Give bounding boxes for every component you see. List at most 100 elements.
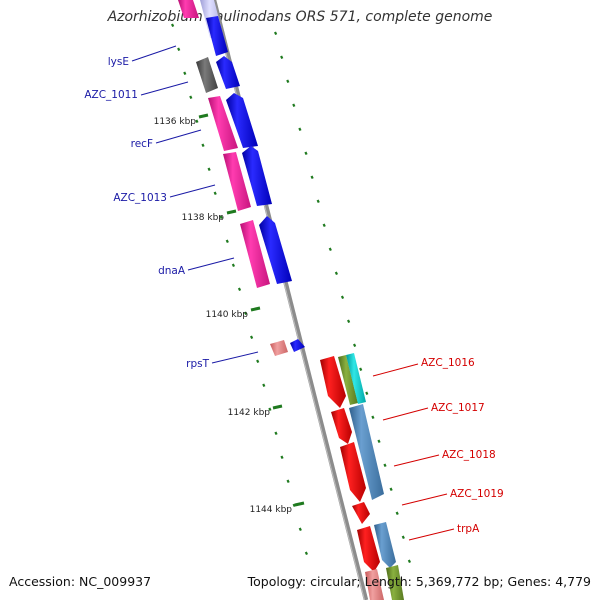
leader-trpA [408, 528, 455, 541]
guide-dot [347, 319, 351, 324]
gene-lysE-feature[interactable] [216, 56, 240, 89]
guide-dot [219, 215, 223, 220]
gene-label-recF[interactable]: recF [131, 138, 153, 150]
leader-lysE [131, 45, 177, 62]
leader-rpsT [211, 351, 259, 364]
guide-dot [286, 479, 290, 484]
guide-dot [250, 335, 254, 340]
leader-azc-1016 [372, 363, 419, 377]
guide-dot [237, 287, 242, 292]
gene-label-dnaA[interactable]: dnaA [158, 265, 186, 277]
guide-dot [280, 455, 284, 460]
leader-azc-1018 [393, 454, 440, 467]
guide-dot [189, 95, 193, 100]
guide-dot [340, 295, 345, 300]
tick-1136-mark [198, 113, 209, 119]
tick-1140-label: 1140 kbp [206, 310, 249, 320]
guide-dot [225, 239, 229, 244]
gene-label-azc-1016[interactable]: AZC_1016 [421, 357, 475, 369]
guide-dot [201, 143, 205, 148]
gene-bottom-partial-olive[interactable] [386, 565, 404, 600]
guide-dot [207, 167, 211, 172]
guide-dot [365, 391, 369, 396]
gene-top-partial-blue[interactable] [206, 16, 228, 56]
guide-dot [244, 311, 248, 316]
guide-dot [407, 559, 411, 564]
gene-rpsT-arrow[interactable] [290, 339, 305, 352]
gene-dnaA-magenta[interactable] [240, 220, 270, 288]
left-guide-track [171, 23, 308, 556]
right-guide-track [274, 31, 411, 564]
guide-dot [231, 263, 235, 268]
accession-text: Accession: NC_009937 [9, 574, 152, 589]
guide-dot [274, 431, 278, 436]
guide-dot [274, 31, 278, 36]
gene-azc-1011-feature[interactable] [196, 57, 218, 93]
gene-label-azc-1013[interactable]: AZC_1013 [113, 192, 167, 204]
leader-azc-1019 [401, 493, 448, 506]
gene-label-rpsT[interactable]: rpsT [186, 358, 209, 370]
guide-dot [377, 439, 381, 444]
guide-dot [353, 343, 357, 348]
guide-dot [183, 71, 187, 76]
gene-label-azc-1019[interactable]: AZC_1019 [450, 488, 504, 500]
guide-dot [389, 487, 393, 492]
guide-dot [286, 79, 290, 84]
tick-1142-mark [272, 404, 283, 410]
gene-azc-1013-blue[interactable] [242, 146, 272, 206]
gene-dnaA-blue[interactable] [259, 216, 292, 284]
gene-top-partial-magenta[interactable] [178, 0, 199, 18]
guide-dot [298, 127, 302, 132]
guide-dot [395, 511, 399, 516]
gene-recF-blue[interactable] [226, 93, 258, 148]
gene-azc-1016-olive[interactable] [338, 355, 358, 405]
tick-1142-label: 1142 kbp [228, 408, 271, 418]
guide-dot [262, 383, 266, 388]
guide-dot [316, 199, 320, 204]
gene-rpsT-feature[interactable] [270, 340, 288, 356]
leader-azc-1011 [140, 81, 189, 96]
gene-label-trpA[interactable]: trpA [457, 523, 480, 535]
guide-dot [177, 47, 181, 52]
gene-label-azc-1017[interactable]: AZC_1017 [431, 402, 485, 414]
genome-summary-text: Topology: circular; Length: 5,369,772 bp… [247, 574, 591, 589]
guide-dot [304, 151, 308, 156]
guide-dot [383, 463, 387, 468]
gene-label-azc-1018[interactable]: AZC_1018 [442, 449, 496, 461]
guide-dot [292, 103, 296, 108]
guide-dot [304, 551, 308, 556]
gene-azc-1016-red[interactable] [320, 356, 346, 408]
gene-azc-1013-magenta[interactable] [223, 152, 251, 211]
gene-azc-1018-red[interactable] [340, 442, 366, 502]
gene-azc-1017-red[interactable] [331, 408, 352, 444]
guide-dot [322, 223, 326, 228]
guide-dot [280, 55, 284, 60]
leader-dnaA [187, 257, 235, 271]
guide-dot [359, 367, 363, 372]
leader-azc-1017 [382, 407, 429, 421]
gene-recF-magenta[interactable] [208, 96, 238, 151]
guide-dot [334, 271, 338, 276]
gene-trpA-steel[interactable] [374, 522, 396, 568]
tick-1140-mark [250, 306, 261, 312]
guide-dot [371, 415, 375, 420]
gene-azc-1016-cyan[interactable] [346, 353, 366, 404]
guide-dot [171, 23, 175, 28]
tick-1136-label: 1136 kbp [154, 117, 197, 127]
guide-dot [401, 535, 405, 540]
gene-label-lysE[interactable]: lysE [108, 56, 129, 68]
guide-dot [195, 119, 199, 124]
guide-dot [310, 175, 314, 180]
gene-trpA-red[interactable] [357, 526, 380, 572]
guide-dot [298, 527, 302, 532]
gene-azc-1017-steel[interactable] [349, 404, 384, 500]
tick-1138-mark [226, 209, 237, 215]
guide-dot [213, 191, 217, 196]
guide-dot [328, 247, 332, 252]
gene-azc-1019-red[interactable] [352, 502, 370, 524]
guide-dot [256, 359, 260, 364]
gene-label-azc-1011[interactable]: AZC_1011 [84, 89, 138, 101]
guide-dot [268, 407, 272, 412]
gene-bottom-partial-pink[interactable] [365, 569, 384, 600]
